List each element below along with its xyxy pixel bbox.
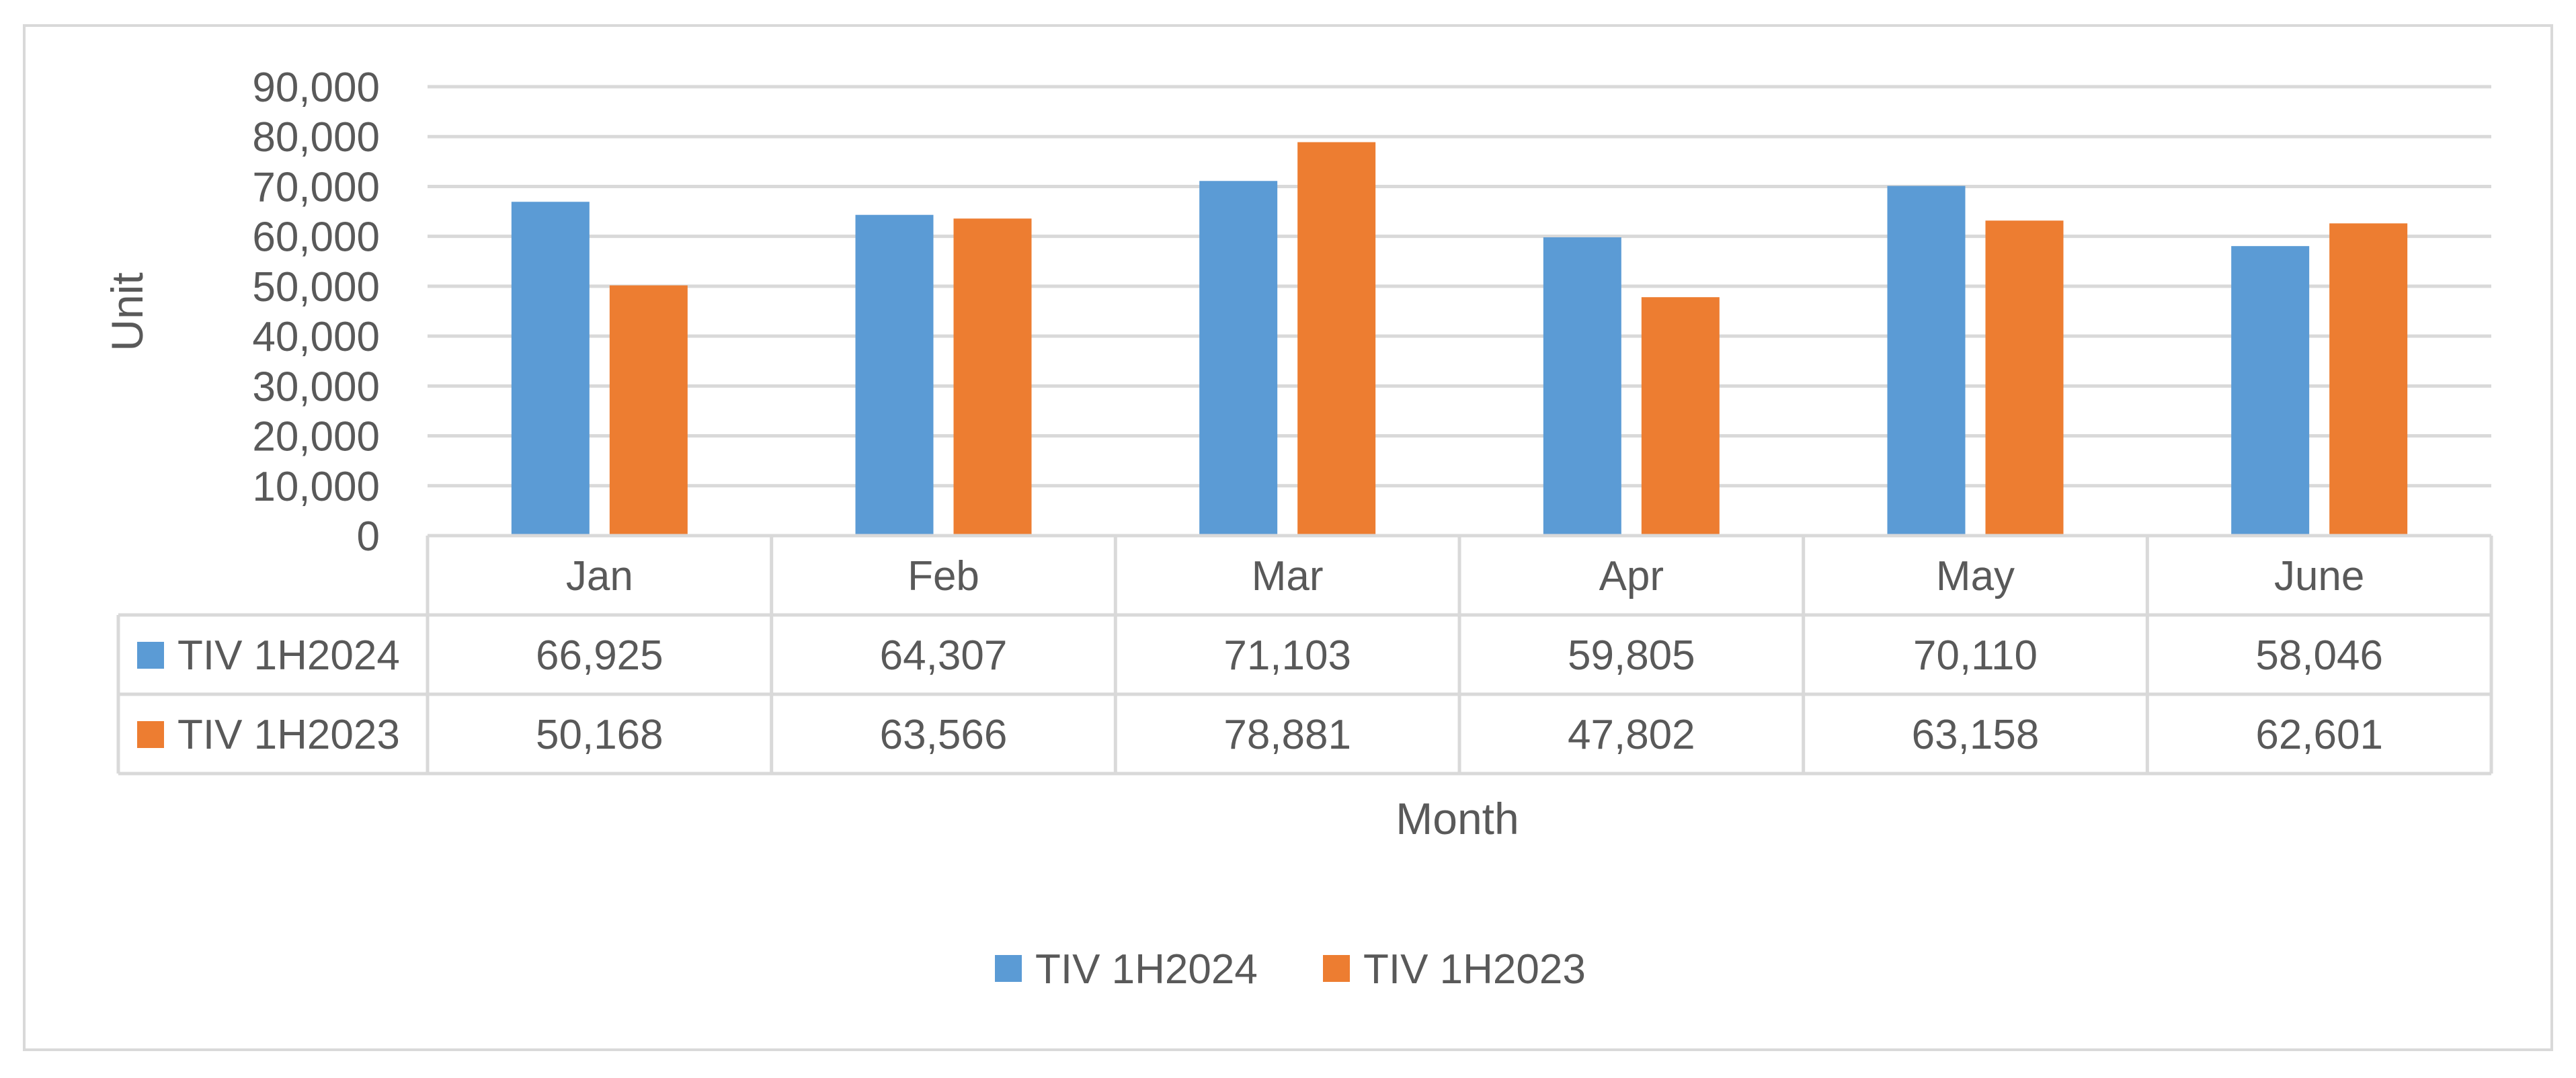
data-value-label: 70,110: [1913, 632, 2038, 679]
y-tick-label: 40,000: [252, 314, 380, 360]
bar-tiv-1h2024: [1199, 181, 1278, 536]
data-value-label: 47,802: [1568, 712, 1695, 758]
legend-swatch: [995, 955, 1022, 982]
x-axis-label: Month: [1396, 794, 1519, 843]
data-value-label: 63,158: [1912, 712, 2040, 758]
table-legend-key: [137, 642, 164, 669]
bar-tiv-1h2023: [609, 285, 688, 536]
table-series-label: TIV 1H2024: [177, 632, 400, 679]
y-tick-label: 90,000: [252, 65, 380, 111]
data-value-label: 63,566: [880, 712, 1008, 758]
data-value-label: 78,881: [1223, 712, 1351, 758]
x-tick-label: June: [2274, 553, 2364, 599]
y-tick-label: 0: [357, 513, 380, 560]
bar-tiv-1h2024: [511, 202, 590, 536]
legend-label: TIV 1H2023: [1363, 946, 1586, 993]
bar-tiv-1h2024: [2231, 246, 2310, 536]
chart-frame: [23, 24, 2553, 1051]
data-value-label: 58,046: [2255, 632, 2383, 679]
data-value-label: 71,103: [1223, 632, 1351, 679]
y-tick-label: 60,000: [252, 214, 380, 261]
legend-swatch: [1323, 955, 1350, 982]
table-legend-key: [137, 721, 164, 748]
y-tick-label: 30,000: [252, 364, 380, 410]
x-tick-label: Feb: [908, 553, 979, 599]
x-tick-label: Apr: [1599, 553, 1664, 599]
table-series-label: TIV 1H2023: [177, 712, 400, 758]
x-tick-label: Mar: [1252, 553, 1324, 599]
bar-tiv-1h2023: [2329, 223, 2408, 536]
x-tick-label: May: [1936, 553, 2015, 599]
legend-label: TIV 1H2024: [1035, 946, 1258, 993]
bar-tiv-1h2023: [953, 218, 1032, 536]
data-value-label: 59,805: [1568, 632, 1695, 679]
y-axis-label: Unit: [102, 272, 152, 351]
bar-tiv-1h2024: [1543, 237, 1621, 536]
data-value-label: 64,307: [880, 632, 1008, 679]
data-value-label: 50,168: [536, 712, 663, 758]
y-tick-label: 80,000: [252, 114, 380, 161]
y-tick-label: 10,000: [252, 464, 380, 510]
bar-tiv-1h2023: [1985, 220, 2064, 536]
bar-tiv-1h2024: [855, 214, 934, 536]
data-value-label: 62,601: [2255, 712, 2383, 758]
bar-tiv-1h2023: [1297, 142, 1376, 536]
x-tick-label: Jan: [566, 553, 633, 599]
y-tick-label: 50,000: [252, 264, 380, 310]
y-tick-label: 20,000: [252, 414, 380, 460]
bar-tiv-1h2023: [1641, 297, 1720, 536]
bar-tiv-1h2024: [1887, 185, 1966, 536]
data-value-label: 66,925: [536, 632, 663, 679]
y-tick-label: 70,000: [252, 164, 380, 210]
